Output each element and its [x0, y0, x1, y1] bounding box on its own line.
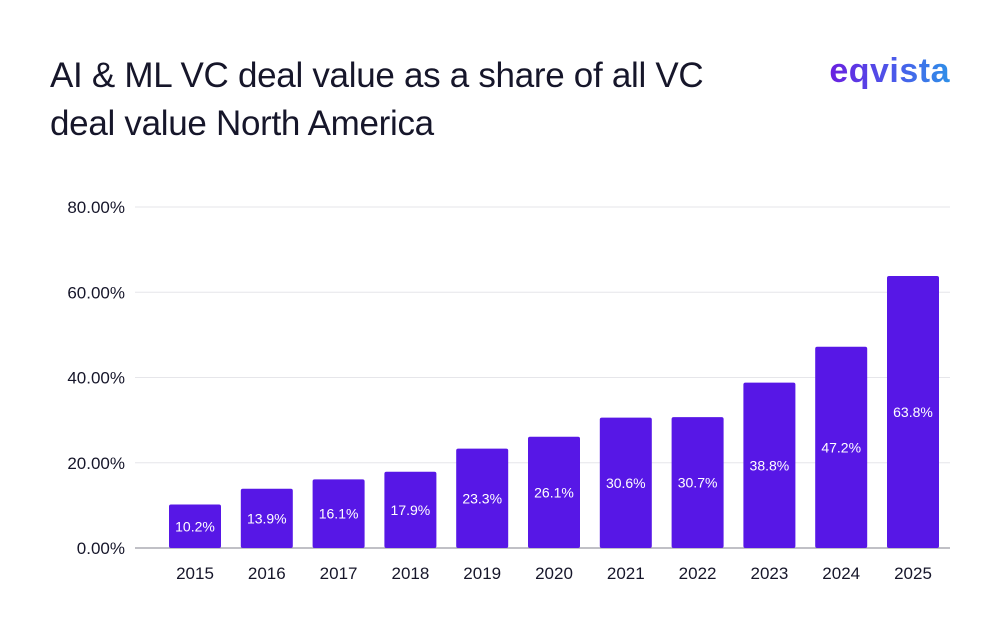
data-label: 23.3%	[462, 490, 502, 506]
x-tick-label: 2017	[320, 564, 358, 583]
x-tick-label: 2019	[463, 564, 501, 583]
x-axis-tick-labels: 2015 2016 2017 2018 2019 2020 2021 2022 2023 2024…	[176, 564, 932, 583]
data-label: 47.2%	[821, 439, 861, 455]
gridlines	[135, 206, 950, 549]
data-labels: 10.2% 13.9% 16.1% 17.9% 23.3% 26.1% 30.6% 30.7%…	[175, 404, 933, 534]
data-label: 30.6%	[606, 475, 646, 491]
data-label: 13.9%	[247, 510, 287, 526]
data-label: 10.2%	[175, 518, 215, 534]
x-tick-label: 2016	[248, 564, 286, 583]
bar-2016	[240, 488, 293, 548]
chart-title: AI & ML VC deal value as a share of all …	[50, 56, 704, 143]
x-tick-label: 2018	[391, 564, 429, 583]
x-tick-label: 2023	[750, 564, 788, 583]
bar-2015	[169, 504, 221, 548]
bar-2025	[887, 276, 939, 548]
y-tick-label: 40.00%	[67, 369, 125, 388]
x-tick-label: 2020	[535, 564, 573, 583]
data-label: 30.7%	[678, 475, 718, 491]
data-label: 16.1%	[319, 506, 359, 522]
bars	[169, 276, 939, 548]
bar-2021	[599, 417, 652, 548]
data-label: 26.1%	[534, 484, 574, 500]
x-tick-label: 2022	[679, 564, 717, 583]
x-tick-label: 2025	[894, 564, 932, 583]
y-tick-label: 0.00%	[77, 539, 125, 558]
bar-2017	[312, 479, 365, 548]
x-tick-label: 2015	[176, 564, 214, 583]
bar-2024	[815, 346, 868, 548]
data-label: 38.8%	[750, 457, 790, 473]
bar-2022	[671, 417, 724, 548]
eqvista-logo: eqvista	[829, 52, 950, 90]
y-axis-tick-labels: 0.00% 20.00% 40.00% 60.00% 80.00%	[67, 198, 125, 558]
bar-2019	[456, 448, 509, 548]
data-label: 63.8%	[893, 404, 933, 420]
y-tick-label: 80.00%	[67, 198, 125, 217]
y-tick-label: 20.00%	[67, 454, 125, 473]
bar-2018	[384, 471, 437, 548]
bar-2020	[528, 436, 580, 548]
data-label: 17.9%	[391, 502, 431, 518]
bar-2023	[743, 382, 796, 548]
x-tick-label: 2021	[607, 564, 645, 583]
y-tick-label: 60.00%	[67, 283, 125, 302]
x-tick-label: 2024	[822, 564, 860, 583]
